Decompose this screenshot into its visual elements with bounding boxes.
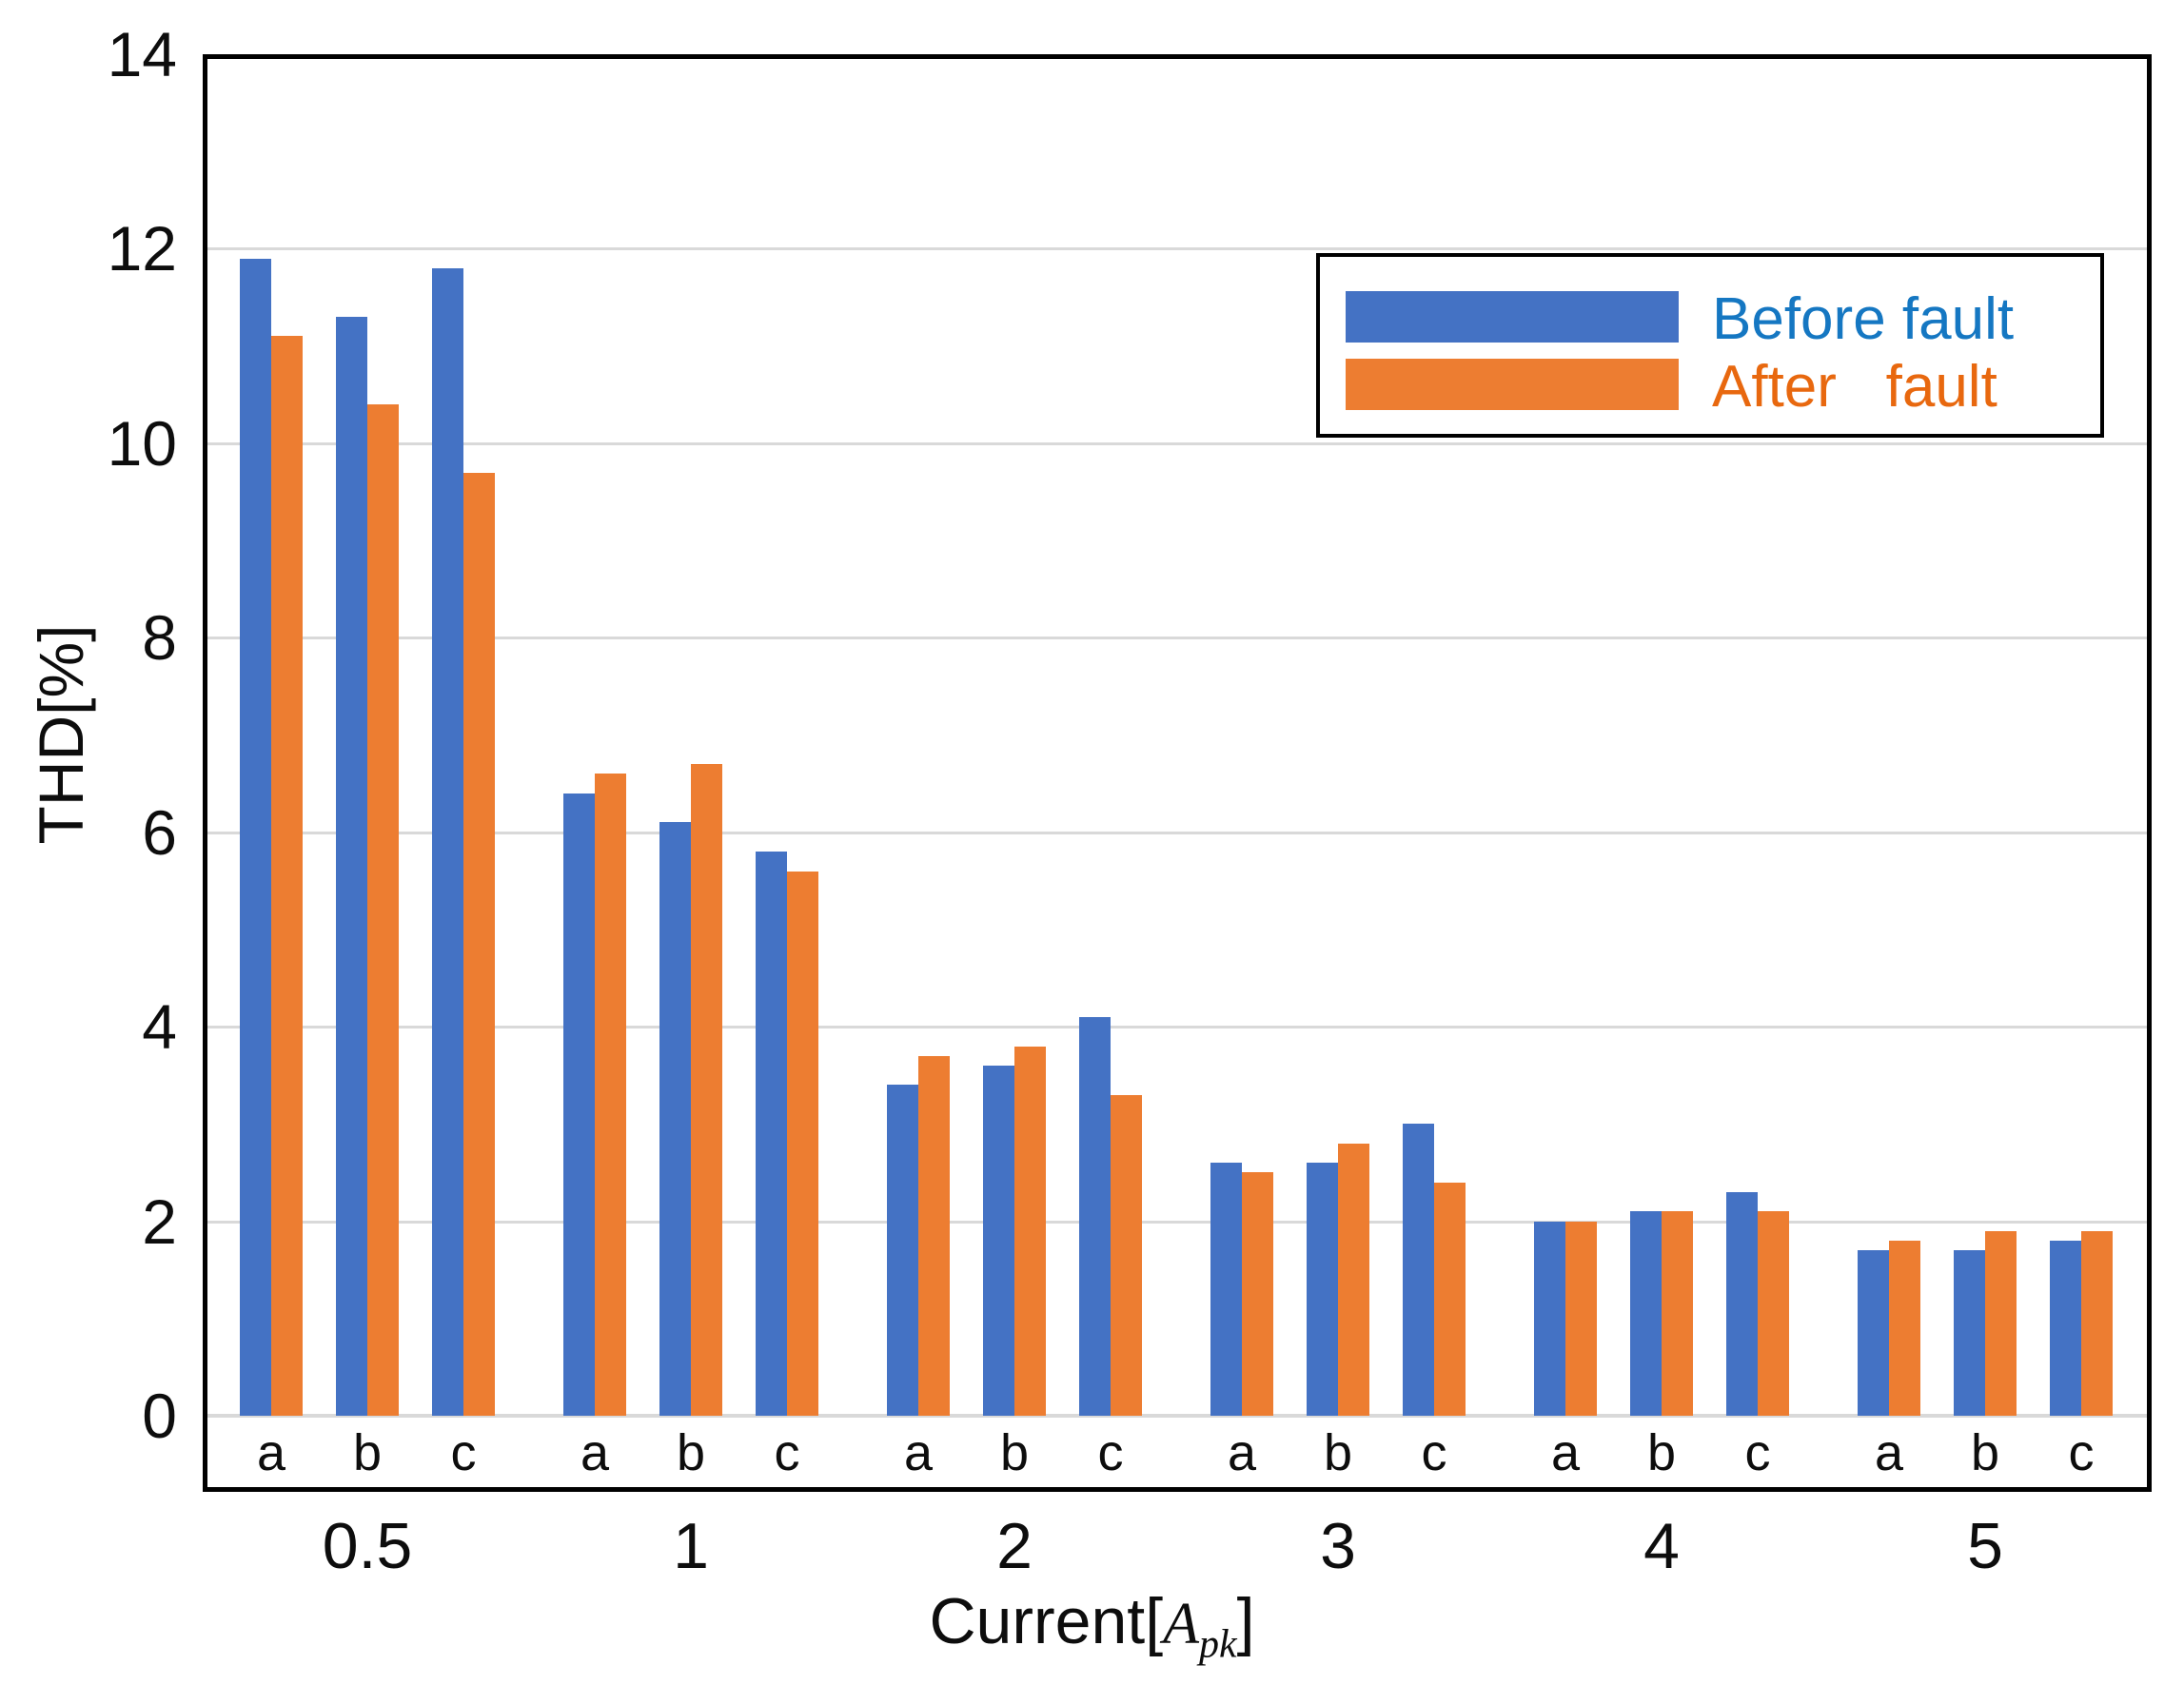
- bar-before-1-a: [563, 793, 595, 1416]
- bar-after-3-b: [1338, 1143, 1369, 1416]
- bar-after-1-a: [595, 774, 626, 1416]
- phase-label-2-a: a: [903, 1424, 934, 1481]
- legend-label-after-fault: After fault: [1712, 354, 1997, 420]
- phase-label-2-b: b: [999, 1424, 1030, 1481]
- bar-after-5-b: [1985, 1230, 2017, 1416]
- bar-after-1-b: [691, 764, 722, 1416]
- bar-after-4-c: [1758, 1211, 1789, 1416]
- x-group-label-0.5: 0.5: [322, 1510, 413, 1582]
- phase-label-3-a: a: [1227, 1424, 1257, 1481]
- bar-before-5-b: [1954, 1250, 1985, 1416]
- bar-before-3-a: [1210, 1163, 1242, 1416]
- gridline-4: [206, 1026, 2147, 1029]
- bar-before-2-b: [983, 1066, 1014, 1416]
- legend-box: Before fault After fault: [1316, 253, 2104, 438]
- bar-after-1-c: [787, 871, 818, 1416]
- gridline-8: [206, 637, 2147, 640]
- bar-after-3-a: [1242, 1172, 1273, 1416]
- bar-before-2-a: [887, 1085, 918, 1416]
- bar-after-2-c: [1111, 1094, 1142, 1416]
- phase-label-0.5-a: a: [256, 1424, 286, 1481]
- bar-before-2-c: [1079, 1016, 1111, 1416]
- bar-after-2-a: [918, 1055, 950, 1416]
- gridline-2: [206, 1220, 2147, 1224]
- x-group-label-3: 3: [1320, 1510, 1356, 1582]
- y-tick-label-12: 12: [107, 213, 177, 284]
- phase-label-2-c: c: [1097, 1424, 1124, 1481]
- bar-after-4-a: [1565, 1221, 1597, 1416]
- x-axis-title: Current[Apk]: [0, 1581, 2184, 1667]
- x-group-label-1: 1: [673, 1510, 709, 1582]
- phase-label-4-b: b: [1646, 1424, 1677, 1481]
- phase-label-1-b: b: [676, 1424, 706, 1481]
- bar-after-0.5-a: [271, 336, 303, 1416]
- bar-after-5-a: [1889, 1241, 1920, 1416]
- phase-label-0.5-b: b: [352, 1424, 383, 1481]
- legend-swatch-before-fault: [1346, 291, 1679, 343]
- phase-label-5-c: c: [2068, 1424, 2095, 1481]
- x-group-label-2: 2: [996, 1510, 1033, 1582]
- bar-before-5-a: [1858, 1250, 1889, 1416]
- bar-before-0.5-c: [432, 267, 463, 1416]
- legend-row-before: Before fault: [1320, 286, 2100, 352]
- x-axis-title-suffix: ]: [1236, 1585, 1255, 1657]
- bar-before-0.5-b: [336, 316, 367, 1416]
- bar-before-3-c: [1403, 1124, 1434, 1416]
- x-axis-title-symbol: A: [1163, 1592, 1199, 1656]
- bar-after-0.5-c: [463, 472, 495, 1416]
- y-tick-label-4: 4: [142, 991, 177, 1063]
- y-tick-label-2: 2: [142, 1185, 177, 1257]
- phase-label-5-b: b: [1970, 1424, 2000, 1481]
- legend-label-before-fault: Before fault: [1712, 286, 2015, 352]
- gridline-12: [206, 247, 2147, 251]
- bar-before-5-c: [2050, 1241, 2081, 1416]
- phase-label-4-a: a: [1550, 1424, 1581, 1481]
- gridline-10: [206, 441, 2147, 445]
- y-tick-label-14: 14: [107, 19, 177, 89]
- bar-before-3-b: [1307, 1163, 1338, 1416]
- phase-label-3-b: b: [1323, 1424, 1353, 1481]
- bar-before-4-a: [1534, 1221, 1565, 1416]
- x-axis-title-subscript: pk: [1198, 1622, 1237, 1667]
- phase-label-1-a: a: [580, 1424, 610, 1481]
- phase-label-1-c: c: [774, 1424, 800, 1481]
- x-axis-title-prefix: Current[: [929, 1585, 1164, 1657]
- y-tick-label-6: 6: [142, 796, 177, 868]
- bar-after-4-b: [1662, 1211, 1693, 1416]
- plot-frame: [203, 54, 2152, 1492]
- phase-label-3-c: c: [1421, 1424, 1447, 1481]
- y-tick-label-8: 8: [142, 602, 177, 674]
- bar-after-2-b: [1014, 1046, 1046, 1416]
- gridline-6: [206, 831, 2147, 834]
- y-tick-label-10: 10: [107, 407, 177, 479]
- legend-row-after: After fault: [1320, 354, 2100, 420]
- bar-before-1-b: [659, 822, 691, 1416]
- bar-after-5-c: [2081, 1230, 2113, 1416]
- legend-swatch-after-fault: [1346, 359, 1679, 410]
- bar-before-4-b: [1630, 1211, 1662, 1416]
- phase-label-5-a: a: [1874, 1424, 1904, 1481]
- bar-before-4-c: [1726, 1191, 1758, 1416]
- x-group-label-5: 5: [1967, 1510, 2003, 1582]
- phase-label-0.5-c: c: [450, 1424, 477, 1481]
- bar-after-3-c: [1434, 1182, 1466, 1416]
- phase-label-4-c: c: [1744, 1424, 1771, 1481]
- x-axis-baseline: [206, 1414, 2147, 1418]
- bar-before-0.5-a: [240, 258, 271, 1416]
- y-tick-label-0: 0: [142, 1381, 177, 1451]
- x-group-label-4: 4: [1643, 1510, 1680, 1582]
- bar-after-0.5-b: [367, 403, 399, 1416]
- bar-before-1-c: [756, 852, 787, 1416]
